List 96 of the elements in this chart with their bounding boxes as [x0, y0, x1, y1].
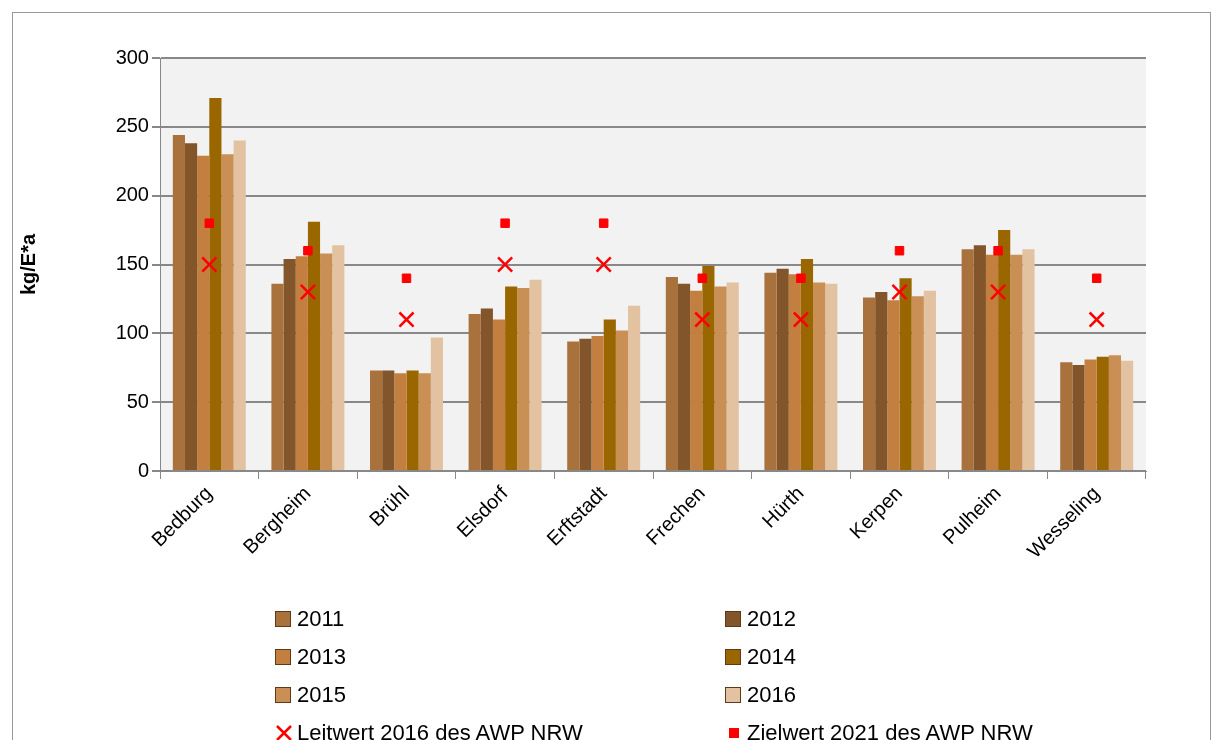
bar: [492, 319, 506, 470]
bar: [233, 140, 246, 470]
legend-label: Leitwert 2016 des AWP NRW: [297, 720, 583, 740]
bar: [197, 155, 210, 470]
bar: [899, 278, 912, 470]
bar: [800, 258, 814, 470]
bar: [985, 254, 999, 470]
bar: [1084, 359, 1097, 470]
bar: [603, 319, 616, 470]
bar: [271, 283, 284, 470]
bar: [690, 290, 703, 470]
legend-label: 2014: [747, 644, 796, 670]
bar: [863, 297, 876, 470]
bar: [764, 272, 777, 470]
bar: [887, 300, 900, 470]
bar: [370, 370, 383, 470]
legend-label: 2013: [297, 644, 346, 670]
legend-label: 2011: [297, 606, 345, 632]
y-tick-label: 0: [137, 458, 149, 481]
point: [595, 256, 613, 273]
bar: [480, 308, 493, 470]
bar: [825, 283, 838, 470]
point: [303, 245, 313, 256]
y-tick-label: 250: [115, 114, 149, 137]
point: [1088, 311, 1106, 328]
bar: [1121, 360, 1134, 470]
point: [500, 218, 510, 228]
bar: [628, 305, 641, 470]
point: [792, 311, 810, 328]
bar: [1010, 254, 1023, 470]
bar: [567, 341, 580, 470]
point: [796, 273, 806, 284]
bar: [1022, 249, 1035, 470]
bar: [1096, 356, 1109, 470]
bar: [923, 290, 936, 470]
point: [204, 218, 215, 228]
bar: [911, 296, 924, 470]
bar: [875, 292, 888, 470]
bar: [1060, 362, 1073, 470]
bar: [579, 338, 592, 470]
point: [496, 256, 514, 273]
bar: [591, 336, 604, 470]
bar: [517, 287, 530, 470]
point: [993, 245, 1003, 256]
bar: [332, 245, 345, 470]
y-tick-label: 100: [115, 320, 149, 343]
bar: [1072, 365, 1085, 470]
bar: [615, 330, 629, 470]
bar: [283, 258, 296, 470]
point: [299, 283, 317, 301]
bar: [418, 373, 431, 470]
bar: [813, 282, 826, 470]
point: [401, 273, 412, 284]
bar: [788, 274, 801, 470]
y-tick-label: 150: [115, 252, 149, 275]
bar: [430, 337, 443, 470]
point: [398, 311, 415, 328]
bar: [1108, 355, 1122, 470]
bar: [973, 245, 986, 470]
bar: [714, 286, 727, 470]
legend-label: 2015: [297, 682, 346, 708]
point: [200, 256, 218, 273]
y-tick-label: 200: [115, 183, 149, 206]
point: [598, 218, 609, 228]
bar: [505, 286, 518, 470]
point: [693, 311, 711, 328]
y-axis-title: kg/E*a: [16, 233, 39, 296]
bar: [998, 230, 1011, 470]
bar: [529, 279, 542, 470]
bar: [209, 97, 222, 470]
bar: [394, 373, 407, 470]
bar: [702, 265, 715, 470]
bar: [776, 268, 789, 470]
point: [697, 273, 708, 284]
legend-label: 2016: [747, 682, 796, 708]
y-tick-label: 50: [126, 389, 149, 412]
bar: [221, 154, 234, 470]
point: [989, 283, 1007, 301]
y-tick-label: 300: [115, 45, 149, 68]
bar: [406, 370, 419, 470]
bar: [726, 282, 739, 470]
bar: [468, 314, 481, 470]
bar: [961, 249, 974, 470]
point: [891, 283, 908, 301]
bar: [295, 256, 308, 470]
bar: [665, 276, 678, 470]
point: [1091, 273, 1102, 284]
bar: [677, 283, 691, 470]
point: [894, 245, 905, 256]
legend-label: Zielwert 2021 des AWP NRW: [747, 720, 1033, 740]
legend-label: 2012: [747, 606, 796, 632]
bar: [320, 253, 333, 470]
bar: [172, 135, 185, 470]
bar: [184, 143, 198, 470]
bar: [382, 370, 395, 470]
bar: [307, 221, 321, 470]
